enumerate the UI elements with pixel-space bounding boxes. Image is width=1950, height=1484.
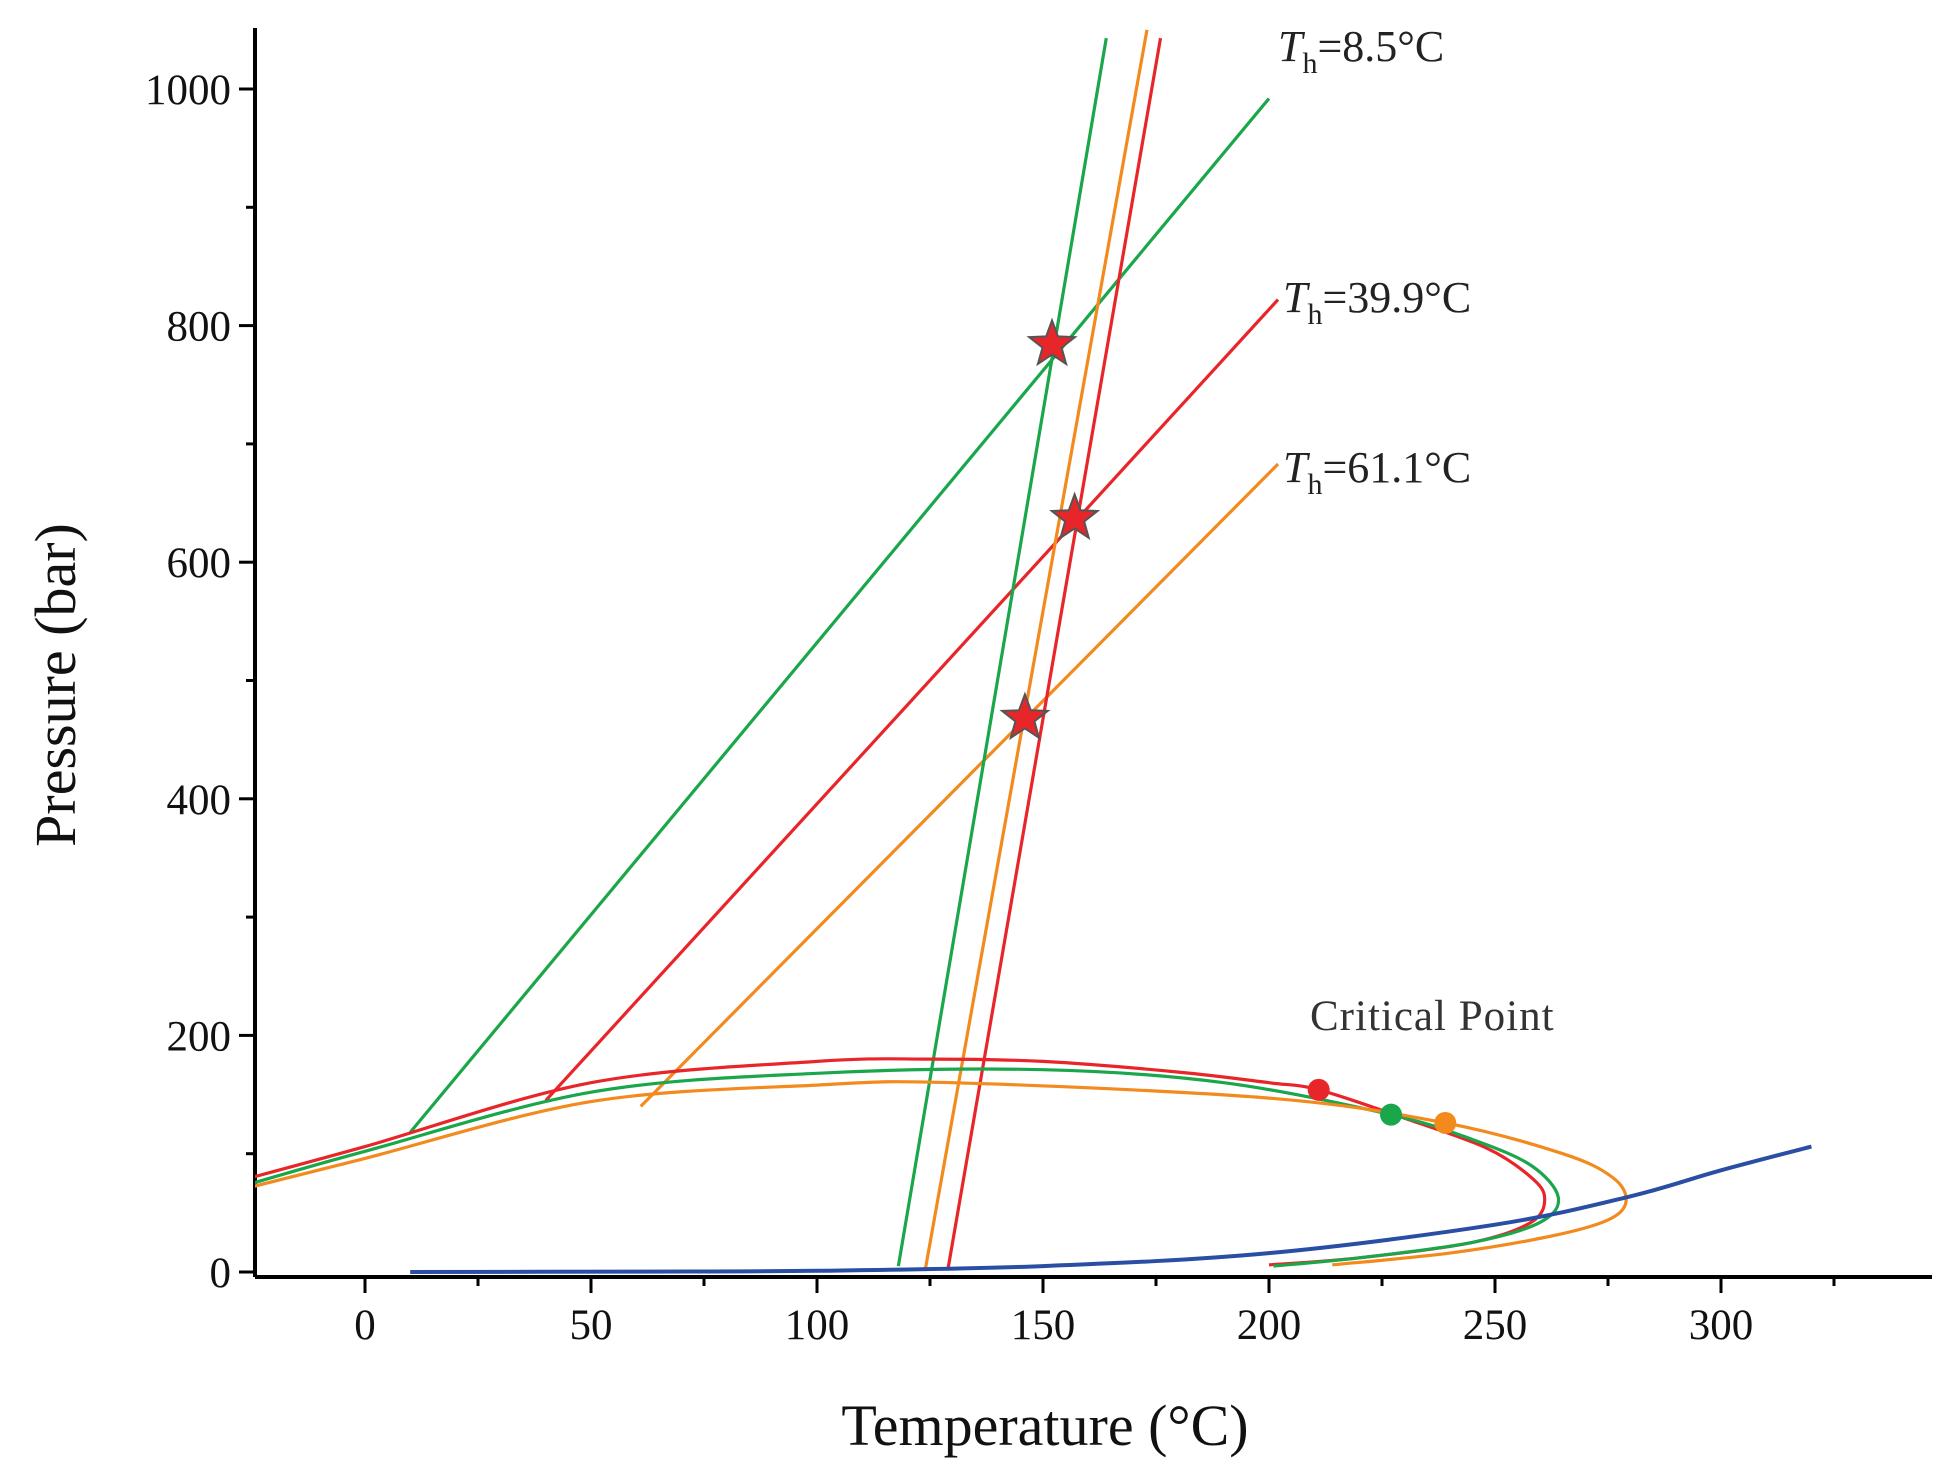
th-label-8-5: Th=8.5°C xyxy=(1278,22,1444,80)
th-61-1-value: =61.1°C xyxy=(1322,443,1471,492)
th-39-9-value: =39.9°C xyxy=(1322,273,1471,322)
th-39-9-T: T xyxy=(1283,273,1311,322)
y-tick-label: 400 xyxy=(167,777,232,824)
x-tick-label: 300 xyxy=(1689,1302,1754,1349)
y-tick-label: 600 xyxy=(167,540,232,587)
isochore-Th-39.9-high xyxy=(544,298,1280,1102)
x-axis-title: Temperature (°C) xyxy=(841,1393,1248,1458)
y-tick-label: 200 xyxy=(167,1013,232,1060)
th-61-1-sub: h xyxy=(1307,468,1322,501)
liquid-vapor-curve-green xyxy=(255,1067,1561,1268)
isochore-Th-8.5-high xyxy=(408,97,1271,1134)
isochore-orange-steep xyxy=(923,29,1149,1269)
critical-point-dot-orange xyxy=(1434,1111,1457,1134)
liquid-vapor-curve-red xyxy=(255,1057,1547,1267)
x-tick-label: 200 xyxy=(1237,1302,1302,1349)
curves xyxy=(255,29,1812,1274)
x-tick-label: 50 xyxy=(570,1302,613,1349)
critical-point-dot-green xyxy=(1380,1103,1403,1126)
th-61-1-T: T xyxy=(1283,443,1311,492)
th-8-5-T: T xyxy=(1278,22,1306,71)
x-tick-label: 250 xyxy=(1463,1302,1528,1349)
y-tick-label: 1000 xyxy=(145,67,231,114)
liquid-vapor-curve-orange xyxy=(255,1080,1628,1267)
axes: 0 50 100 150 200 250 300 0 200 400 600 800 1000 xyxy=(145,28,1932,1349)
y-tick-label: 0 xyxy=(210,1250,232,1297)
th-label-61-1: Th=61.1°C xyxy=(1283,443,1471,501)
isochore-red-steep xyxy=(946,37,1163,1269)
y-tick-label: 800 xyxy=(167,304,232,351)
th-8-5-value: =8.5°C xyxy=(1317,22,1444,71)
intersection-star-2 xyxy=(1049,491,1101,541)
critical-point-dot-red xyxy=(1307,1078,1330,1101)
isochore-green-steep xyxy=(896,37,1108,1267)
x-tick-label: 0 xyxy=(354,1302,376,1349)
th-39-9-sub: h xyxy=(1307,298,1322,331)
x-tick-label: 150 xyxy=(1011,1302,1076,1349)
water-vapor-curve xyxy=(410,1144,1812,1274)
critical-point-label: Critical Point xyxy=(1310,993,1555,1040)
x-tick-label: 100 xyxy=(785,1302,850,1349)
markers xyxy=(999,317,1457,1134)
th-label-39-9: Th=39.9°C xyxy=(1283,273,1471,331)
y-axis-title: Pressure (bar) xyxy=(23,523,88,847)
intersection-star-1 xyxy=(1026,317,1078,367)
th-8-5-sub: h xyxy=(1302,47,1317,80)
isochore-Th-61.1-high xyxy=(639,462,1280,1108)
intersection-star-3 xyxy=(999,691,1051,741)
